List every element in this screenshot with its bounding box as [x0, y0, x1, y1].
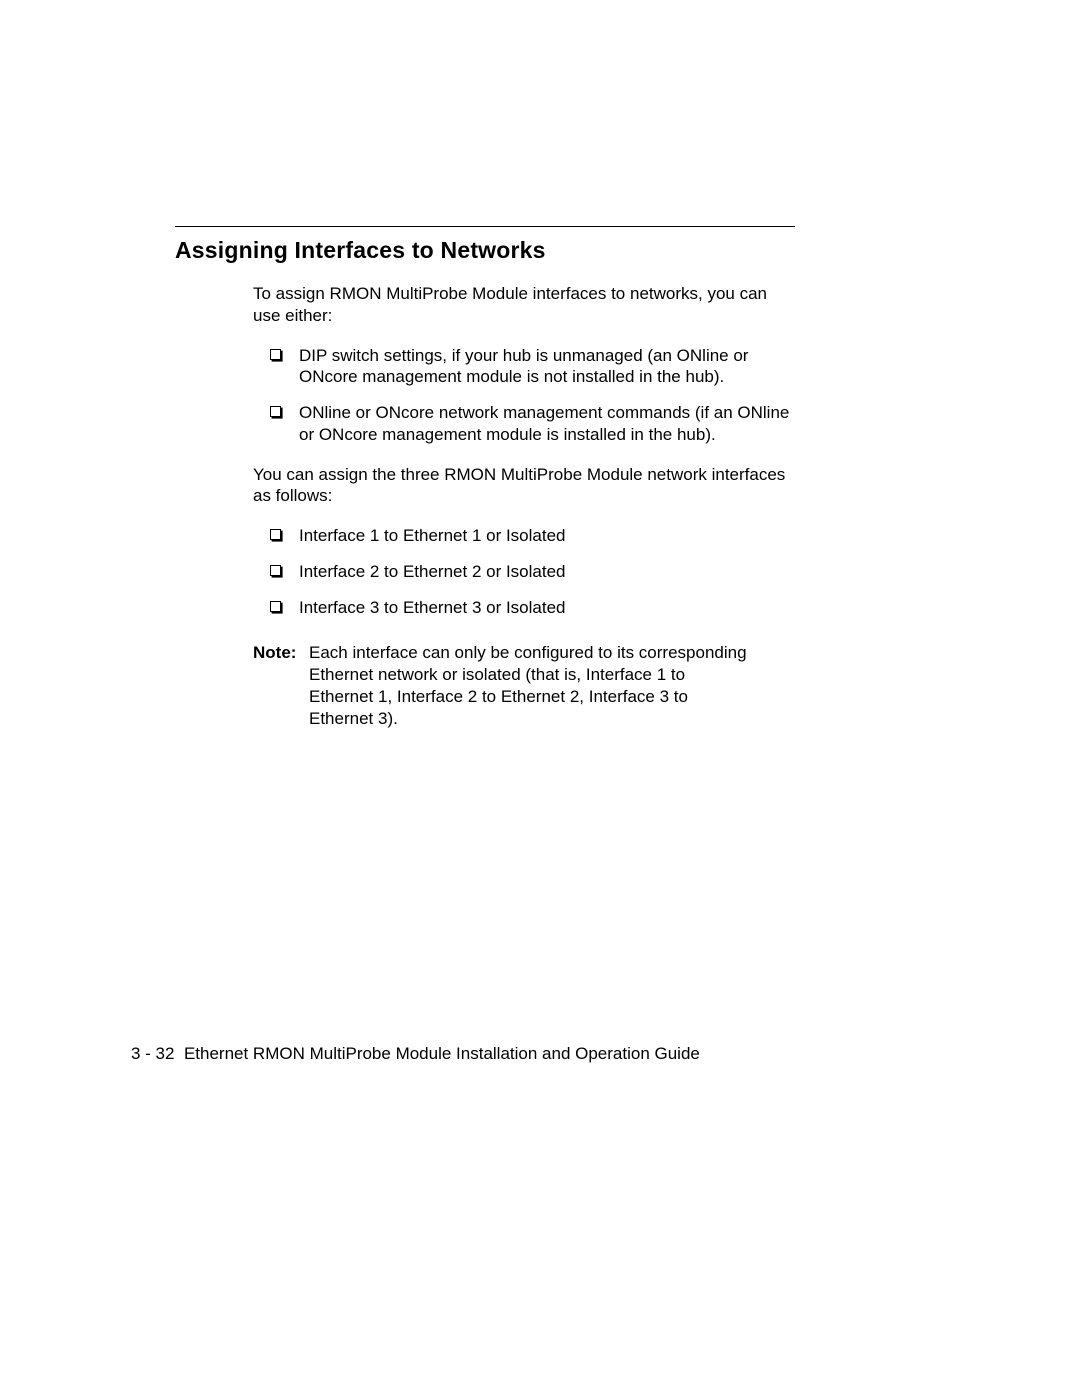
list-item: Interface 2 to Ethernet 2 or Isolated [253, 561, 793, 583]
section-heading: Assigning Interfaces to Networks [175, 237, 546, 264]
list-item: DIP switch settings, if your hub is unma… [253, 345, 793, 389]
list-item-text: Interface 1 to Ethernet 1 or Isolated [299, 526, 566, 545]
section-rule [175, 226, 795, 227]
bullet-icon [270, 565, 281, 576]
bullet-icon [270, 529, 281, 540]
assign-intro-paragraph: You can assign the three RMON MultiProbe… [253, 464, 793, 508]
note-text: Each interface can only be configured to… [309, 642, 749, 729]
body-column: To assign RMON MultiProbe Module interfa… [253, 283, 793, 729]
list-item-text: DIP switch settings, if your hub is unma… [299, 346, 748, 387]
bullet-icon [270, 601, 281, 612]
footer-title: Ethernet RMON MultiProbe Module Installa… [184, 1044, 700, 1063]
list-item: Interface 3 to Ethernet 3 or Isolated [253, 597, 793, 619]
interfaces-list: Interface 1 to Ethernet 1 or Isolated In… [253, 525, 793, 618]
list-item: ONline or ONcore network management comm… [253, 402, 793, 446]
list-item-text: Interface 3 to Ethernet 3 or Isolated [299, 598, 566, 617]
note-label: Note: [253, 642, 309, 729]
list-item: Interface 1 to Ethernet 1 or Isolated [253, 525, 793, 547]
list-item-text: ONline or ONcore network management comm… [299, 403, 789, 444]
methods-list: DIP switch settings, if your hub is unma… [253, 345, 793, 446]
intro-paragraph: To assign RMON MultiProbe Module interfa… [253, 283, 793, 327]
bullet-icon [270, 349, 281, 360]
page: Assigning Interfaces to Networks To assi… [0, 0, 1080, 1397]
bullet-icon [270, 406, 281, 417]
page-footer: 3 - 32 Ethernet RMON MultiProbe Module I… [131, 1044, 700, 1064]
list-item-text: Interface 2 to Ethernet 2 or Isolated [299, 562, 566, 581]
footer-page-ref: 3 - 32 [131, 1044, 174, 1063]
note-block: Note: Each interface can only be configu… [253, 642, 793, 729]
